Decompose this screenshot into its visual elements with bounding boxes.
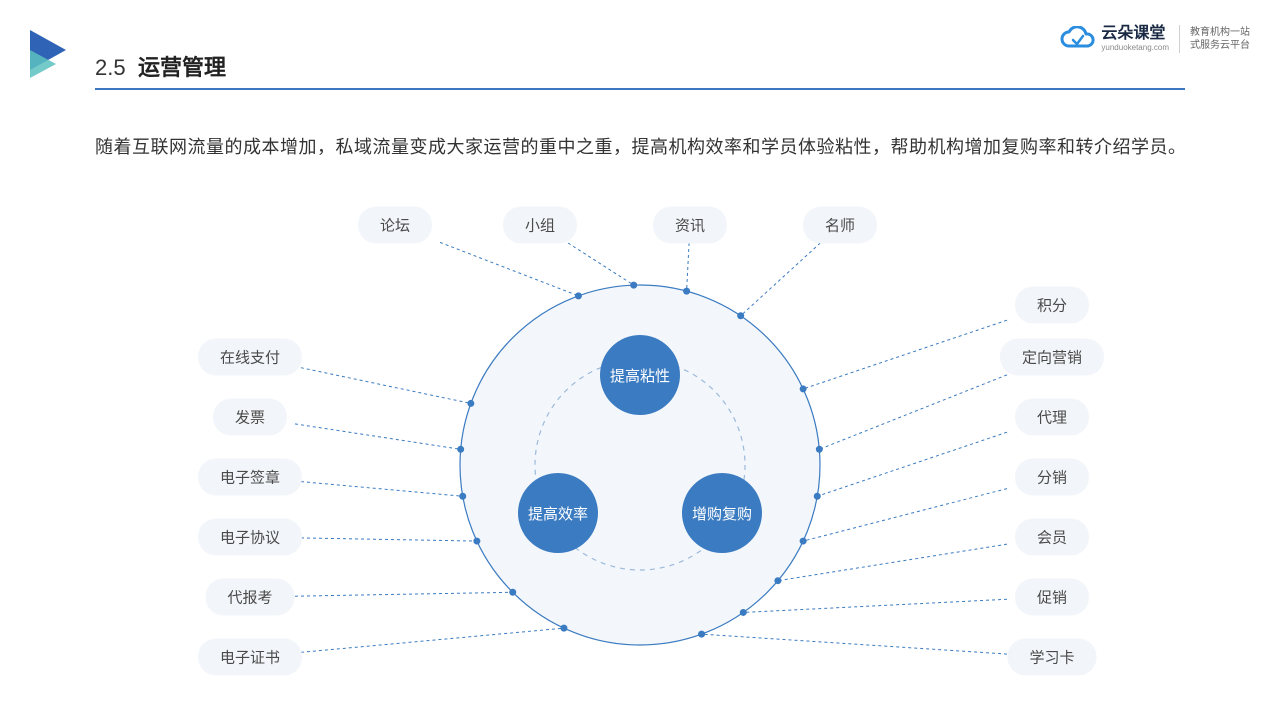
hub-efficiency: 提高效率 <box>518 473 598 553</box>
logo-domain: yunduoketang.com <box>1101 44 1169 52</box>
operations-diagram: 提高粘性提高效率 增购复购 论坛 小组 资讯 名师积分定向营销代理分销会员促销学习卡 在线… <box>0 195 1280 715</box>
brand-logo: 云朵课堂 yunduoketang.com 教育机构一站 式服务云平台 <box>1059 25 1250 53</box>
pill-enroll: 代报考 <box>205 579 294 616</box>
section-title-text: 运营管理 <box>138 55 226 80</box>
diagram-lines <box>0 195 1280 715</box>
section-title: 2.5 运营管理 <box>95 50 226 82</box>
pill-econtract: 电子协议 <box>198 519 302 556</box>
pill-ecert: 电子证书 <box>198 639 302 676</box>
pill-targeted: 定向营销 <box>1000 339 1104 376</box>
title-underline <box>95 88 1185 90</box>
logo-divider <box>1179 25 1180 53</box>
pill-member: 会员 <box>1015 519 1089 556</box>
cloud-icon <box>1059 26 1095 52</box>
pill-teacher: 名师 <box>803 207 877 244</box>
pill-studycard: 学习卡 <box>1007 639 1096 676</box>
logo-text: 云朵课堂 <box>1101 26 1169 42</box>
hub-sticky: 提高粘性 <box>600 335 680 415</box>
pill-news: 资讯 <box>653 207 727 244</box>
pill-agent: 代理 <box>1015 399 1089 436</box>
pill-invoice: 发票 <box>213 399 287 436</box>
hub-repurchase: 增购复购 <box>682 473 762 553</box>
intro-paragraph: 随着互联网流量的成本增加，私域流量变成大家运营的重中之重，提高机构效率和学员体验… <box>95 130 1210 164</box>
pill-distrib: 分销 <box>1015 459 1089 496</box>
logo-tagline: 教育机构一站 式服务云平台 <box>1190 26 1250 52</box>
logo-tagline-2: 式服务云平台 <box>1190 39 1250 52</box>
pill-forum: 论坛 <box>358 207 432 244</box>
pill-esign: 电子签章 <box>198 459 302 496</box>
section-number: 2.5 <box>95 55 126 80</box>
logo-tagline-1: 教育机构一站 <box>1190 26 1250 39</box>
pill-points: 积分 <box>1015 287 1089 324</box>
pill-onlinepay: 在线支付 <box>198 339 302 376</box>
pill-promo: 促销 <box>1015 579 1089 616</box>
pill-group: 小组 <box>503 207 577 244</box>
